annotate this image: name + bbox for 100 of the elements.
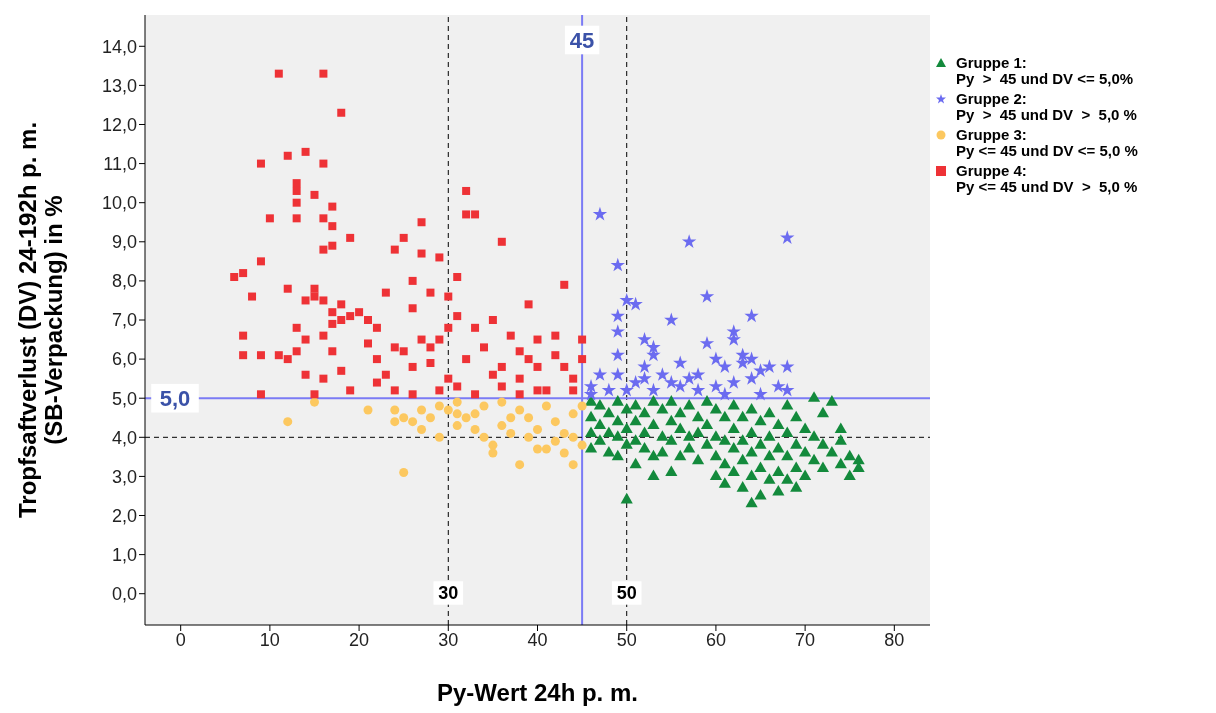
y-tick-label: 7,0: [111, 310, 137, 331]
x-tick-label: 30: [438, 629, 459, 650]
point: [417, 424, 427, 434]
point: [363, 405, 373, 415]
point: [506, 428, 516, 438]
point: [488, 440, 498, 450]
point: [283, 417, 293, 427]
point: [524, 413, 534, 423]
point: [753, 386, 768, 401]
point: [744, 308, 759, 323]
point: [309, 397, 319, 407]
point: [610, 324, 625, 338]
y-tick-label: 0,0: [111, 584, 137, 605]
point: [744, 371, 759, 385]
point: [541, 401, 551, 411]
point: [699, 335, 715, 350]
point: [708, 378, 724, 393]
point: [452, 397, 462, 407]
point: [452, 409, 462, 419]
point: [417, 405, 427, 415]
y-tick-label: 5,0: [111, 388, 137, 409]
y-tick-label: 1,0: [111, 545, 137, 566]
point: [559, 428, 569, 438]
point: [550, 417, 560, 427]
point: [434, 432, 444, 442]
x-tick-label: 40: [527, 629, 548, 650]
point: [506, 413, 516, 423]
point: [399, 413, 409, 423]
x-tick-label: 70: [795, 629, 816, 650]
point: [780, 382, 795, 397]
y-tick-label: 9,0: [111, 232, 137, 253]
x-tick-label: 60: [705, 629, 726, 650]
point: [568, 409, 578, 419]
point: [753, 363, 768, 377]
point: [559, 448, 569, 458]
x-axis-title: Py-Wert 24h p. m.: [437, 679, 638, 706]
point: [515, 405, 525, 415]
x-tick-label: 20: [349, 629, 370, 650]
ref-line-label: 30: [438, 583, 459, 603]
point: [637, 359, 652, 374]
point: [434, 401, 444, 411]
legend-label: Gruppe 4: Py <= 45 und DV > 5,0 %: [956, 162, 1138, 195]
point: [717, 386, 733, 401]
y-tick-label: 14,0: [101, 36, 137, 57]
point: [541, 444, 551, 454]
y-tick-label: 10,0: [101, 193, 137, 214]
y-tick-label: 12,0: [101, 114, 137, 135]
point: [780, 359, 795, 374]
legend-label: Gruppe 2: Py > 45 und DV > 5,0 %: [956, 90, 1137, 123]
point: [390, 417, 400, 427]
point: [443, 405, 453, 415]
x-tick-label: 10: [259, 629, 280, 650]
point: [550, 436, 560, 446]
y-tick-label: 13,0: [101, 75, 137, 96]
point: [717, 359, 733, 374]
point: [646, 339, 661, 354]
point: [744, 351, 759, 366]
point: [681, 234, 697, 248]
point: [399, 467, 409, 478]
point: [681, 371, 697, 385]
point: [771, 378, 786, 393]
point: [762, 359, 777, 374]
y-tick-label: 6,0: [111, 349, 137, 370]
point: [452, 421, 462, 431]
point: [470, 424, 480, 434]
point: [628, 296, 643, 311]
point: [479, 401, 489, 411]
point: [610, 308, 625, 323]
point: [479, 432, 489, 442]
point: [664, 312, 679, 327]
point: [699, 288, 715, 303]
y-tick-label: 8,0: [111, 271, 137, 292]
point: [425, 413, 435, 423]
point: [673, 378, 688, 393]
y-tick-label: 4,0: [111, 427, 137, 448]
legend-label: Gruppe 3: Py <= 45 und DV <= 5,0 %: [956, 126, 1138, 159]
point: [524, 432, 534, 442]
point: [690, 367, 706, 381]
legend-label: Gruppe 1: Py > 45 und DV <= 5,0%: [956, 54, 1134, 87]
y-tick-label: 11,0: [103, 153, 137, 174]
point: [532, 444, 543, 454]
ref-line-label: 50: [616, 583, 637, 603]
point: [497, 397, 507, 407]
point: [655, 367, 670, 381]
point: [497, 421, 507, 431]
x-tick-label: 80: [884, 629, 905, 650]
y-tick-label: 3,0: [111, 466, 137, 487]
point: [408, 417, 418, 427]
point: [532, 424, 543, 434]
point: [780, 230, 795, 244]
point: [673, 355, 688, 370]
point: [735, 347, 750, 362]
point: [577, 440, 587, 450]
point: [610, 257, 625, 272]
point: [637, 371, 652, 385]
point: [390, 405, 400, 415]
ref-line-label: 45: [569, 27, 595, 53]
point: [488, 448, 498, 458]
point: [610, 347, 625, 362]
point: [726, 332, 741, 346]
